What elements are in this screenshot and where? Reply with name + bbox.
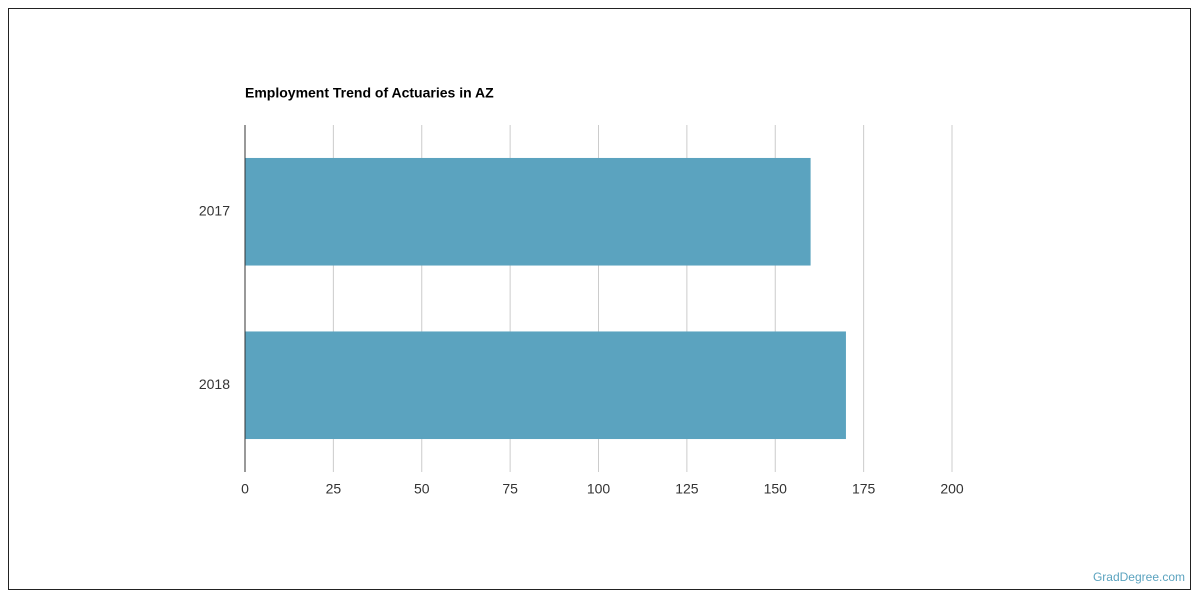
frame bbox=[8, 8, 1191, 590]
x-tick-label: 50 bbox=[414, 481, 430, 497]
x-tick-label: 125 bbox=[675, 481, 699, 497]
y-tick-label: 2017 bbox=[199, 202, 230, 218]
x-tick-label: 100 bbox=[587, 481, 611, 497]
bar bbox=[245, 331, 846, 440]
x-tick-label: 150 bbox=[764, 481, 788, 497]
x-tick-label: 0 bbox=[241, 481, 249, 497]
x-tick-label: 175 bbox=[852, 481, 876, 497]
y-tick-label: 2018 bbox=[199, 376, 230, 392]
bar bbox=[245, 157, 811, 266]
chart-title: Employment Trend of Actuaries in AZ bbox=[245, 85, 494, 101]
x-tick-label: 200 bbox=[940, 481, 964, 497]
x-tick-label: 75 bbox=[502, 481, 518, 497]
x-tick-label: 25 bbox=[326, 481, 342, 497]
watermark: GradDegree.com bbox=[1093, 570, 1185, 584]
